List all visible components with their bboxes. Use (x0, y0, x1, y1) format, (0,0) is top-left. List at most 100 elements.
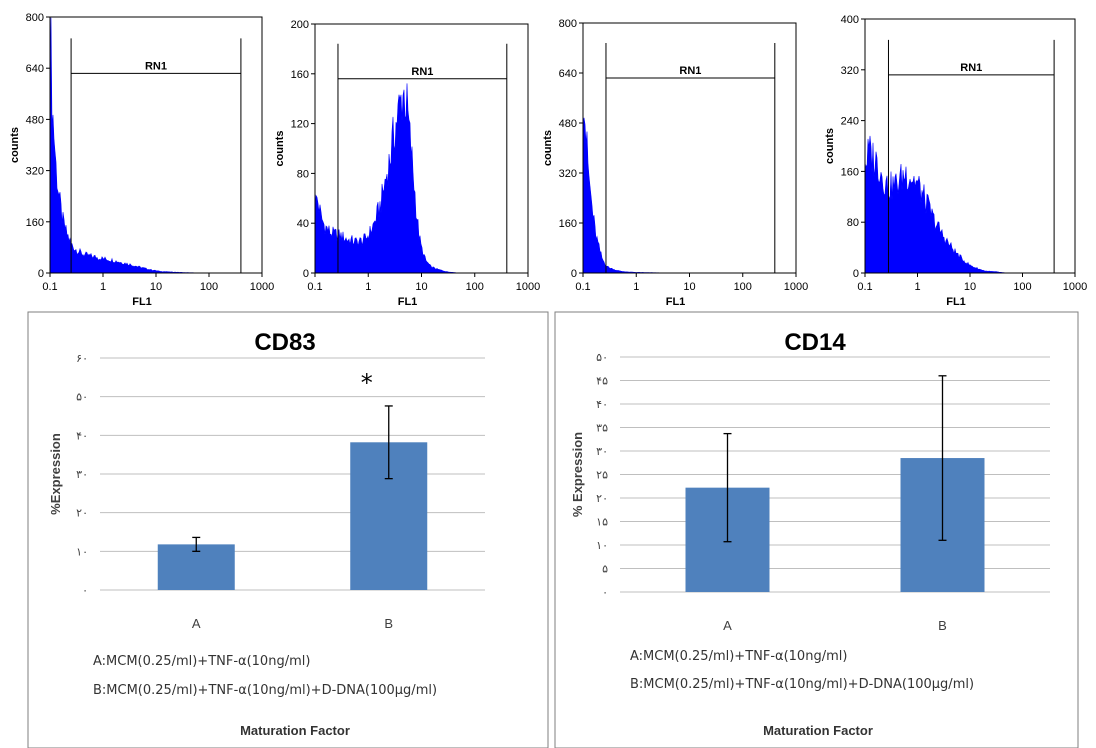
gate-marker (605, 43, 776, 273)
y-axis-label: counts (274, 130, 286, 166)
x-tick-label: 0.1 (575, 281, 590, 293)
y-tick-label: 0 (571, 268, 577, 280)
category-label: B (938, 618, 947, 633)
y-axis-label: % Expression (570, 432, 585, 517)
x-tick-label: 100 (466, 281, 484, 293)
x-axis-label: FL1 (666, 296, 686, 308)
y-tick-label: 200 (291, 19, 309, 31)
x-axis-label: FL1 (946, 296, 966, 308)
y-tick-label: ۴۰ (76, 429, 88, 442)
histogram-series (864, 135, 1075, 274)
y-tick-label: ۲۵ (596, 469, 608, 482)
plot-frame (49, 16, 263, 274)
x-tick-label: 100 (1013, 281, 1031, 293)
x-tick-label: 0.1 (307, 281, 322, 293)
x-tick-label: 10 (415, 281, 427, 293)
x-tick-label: 1 (633, 281, 639, 293)
treatment-note: B:MCM(0.25/ml)+TNF-α(10ng/ml)+D-DNA(100μ… (630, 677, 974, 692)
y-tick-label: 160 (841, 166, 859, 178)
gate-marker (887, 39, 1055, 273)
y-tick-label: 320 (26, 166, 44, 178)
gate-label: RN1 (679, 65, 701, 77)
x-tick-label: 10 (150, 281, 162, 293)
x-tick-label: 10 (964, 281, 976, 293)
y-tick-label: ۱۵ (596, 516, 608, 529)
y-tick-label: 120 (291, 119, 309, 131)
category-label: A (723, 618, 732, 633)
gate-marker (337, 43, 508, 273)
histogram-series (49, 17, 262, 274)
histogram-series (314, 83, 528, 274)
gate-marker (70, 38, 242, 273)
y-tick-label: 480 (26, 114, 44, 126)
y-tick-label: ۱۰ (596, 539, 608, 552)
y-tick-label: 160 (291, 69, 309, 81)
y-tick-label: 800 (26, 12, 44, 24)
y-tick-label: 400 (841, 14, 859, 26)
x-axis-label: Maturation Factor (240, 723, 350, 738)
x-axis-label: FL1 (398, 296, 418, 308)
y-tick-label: 80 (847, 217, 859, 229)
y-axis-label: counts (542, 130, 554, 166)
x-tick-label: 1 (914, 281, 920, 293)
gate-label: RN1 (145, 60, 167, 72)
bar-chart-panel-cd14: CD14 ۰ ۵ ۱۰ ۱۵ ۲۰ ۲۵ ۳۰ ۳۵ ۴۰ ۴۵ ۵۰ A B % Expression A:… (554, 311, 1079, 748)
y-tick-label: 40 (297, 218, 309, 230)
y-tick-label: ۳۵ (596, 422, 608, 435)
y-tick-label: 0 (853, 268, 859, 280)
category-label: A (192, 616, 201, 631)
x-tick-label: 1000 (516, 281, 540, 293)
x-tick-label: 1 (100, 281, 106, 293)
treatment-note: A:MCM(0.25/ml)+TNF-α(10ng/ml) (630, 649, 847, 664)
y-tick-label: 640 (559, 68, 577, 80)
histogram-panel-3: 0 160 320 480 640 800 0.1 1 10 100 1000 FL1 counts RN… (542, 18, 808, 308)
gate-label: RN1 (411, 66, 433, 78)
x-tick-label: 1000 (250, 281, 274, 293)
histogram-panel-4: 0 80 160 240 320 400 0.1 1 10 100 1000 FL1 counts RN1 (824, 14, 1087, 308)
treatment-note: A:MCM(0.25/ml)+TNF-α(10ng/ml) (93, 654, 310, 669)
y-axis-label: %Expression (48, 433, 63, 515)
x-tick-label: 100 (734, 281, 752, 293)
chart-box (554, 311, 1079, 748)
x-tick-label: 10 (683, 281, 695, 293)
x-tick-label: 1000 (1063, 281, 1087, 293)
category-label: B (384, 616, 393, 631)
gate-label: RN1 (960, 62, 982, 74)
histogram-series (582, 117, 796, 274)
plot-frame (582, 22, 797, 274)
y-tick-label: ۲۰ (76, 507, 88, 520)
y-tick-label: ۱۰ (76, 545, 88, 558)
histogram-panel-1: 0 160 320 480 640 800 0.1 1 10 100 1000 FL1 counts RN… (9, 12, 274, 308)
chart-title: CD14 (784, 329, 846, 356)
treatment-note: B:MCM(0.25/ml)+TNF-α(10ng/ml)+D-DNA(100μ… (93, 683, 437, 698)
y-tick-label: 320 (841, 65, 859, 77)
y-tick-label: 0 (303, 268, 309, 280)
plot-frame (314, 23, 529, 274)
x-axis-label: Maturation Factor (763, 723, 873, 738)
y-tick-label: 800 (559, 18, 577, 30)
y-tick-label: ۶۰ (76, 352, 88, 365)
y-tick-label: ۳۰ (76, 468, 88, 481)
chart-box (27, 311, 549, 748)
y-tick-label: 80 (297, 168, 309, 180)
significance-marker: * (361, 369, 373, 397)
x-tick-label: 0.1 (42, 281, 57, 293)
y-tick-label: ۰ (82, 584, 88, 597)
chart-title: CD83 (254, 329, 315, 356)
x-tick-label: 1000 (784, 281, 808, 293)
y-tick-label: 640 (26, 63, 44, 75)
x-tick-label: 1 (365, 281, 371, 293)
y-tick-label: 160 (26, 217, 44, 229)
y-tick-label: ۰ (602, 586, 608, 599)
y-axis-label: counts (9, 127, 21, 163)
histogram-panel-2: 0 40 80 120 160 200 0.1 1 10 100 1000 FL1 counts RN1 (274, 19, 540, 308)
y-tick-label: ۵ (602, 563, 608, 576)
x-tick-label: 0.1 (857, 281, 872, 293)
y-tick-label: 320 (559, 168, 577, 180)
y-tick-label: 160 (559, 218, 577, 230)
y-tick-label: 0 (38, 268, 44, 280)
x-tick-label: 100 (200, 281, 218, 293)
y-tick-label: ۲۰ (596, 492, 608, 505)
x-axis-label: FL1 (132, 296, 152, 308)
